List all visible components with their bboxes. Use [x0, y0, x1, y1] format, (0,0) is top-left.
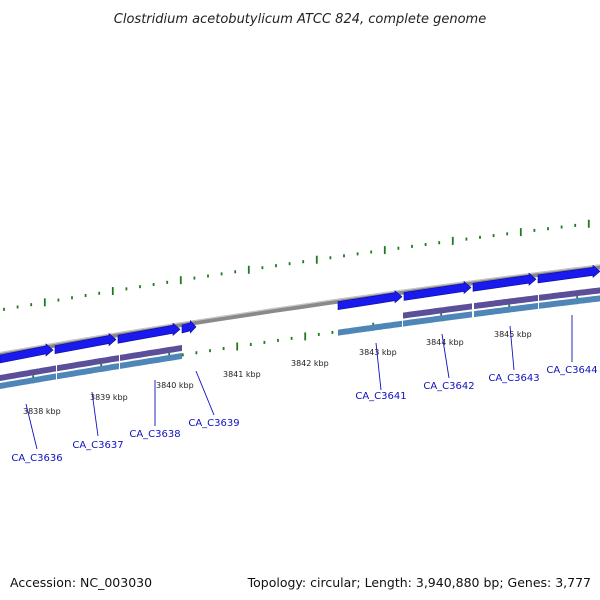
gene-segment	[539, 287, 600, 301]
feature-tracks	[0, 264, 600, 389]
tick-label: 3845 kbp	[494, 330, 532, 339]
tick-label: 3840 kbp	[156, 381, 194, 390]
feature-segment	[57, 363, 119, 380]
gene-label[interactable]: CA_C3636	[11, 453, 62, 464]
tick-label: 3844 kbp	[426, 338, 464, 347]
summary-text: Topology: circular; Length: 3,940,880 bp…	[247, 575, 591, 590]
gene-segment	[0, 365, 56, 381]
cds-arrow	[117, 322, 181, 344]
gene-leader-line	[195, 370, 215, 416]
tick-label: 3838 kbp	[23, 407, 61, 416]
feature-segment	[120, 353, 182, 369]
tick-label: 3843 kbp	[359, 348, 397, 357]
gene-leader-line	[375, 342, 382, 391]
gene-segment	[57, 355, 119, 372]
gene-segment	[120, 345, 182, 361]
gene-label[interactable]: CA_C3643	[488, 373, 539, 384]
feature-segment	[338, 320, 402, 336]
gene-labels: 3838 kbp 3839 kbp 3840 kbp 3841 kbp 3842 kbp…	[11, 315, 598, 464]
feature-segment	[539, 295, 600, 309]
gene-label[interactable]: CA_C3644	[546, 365, 597, 376]
gene-label[interactable]: CA_C3641	[355, 391, 406, 402]
tick-label: 3841 kbp	[223, 370, 261, 379]
cds-arrow	[537, 264, 600, 284]
gene-leader-line	[91, 391, 99, 437]
cds-arrow	[181, 320, 197, 334]
gene-leader-line	[509, 325, 515, 371]
tick-label: 3839 kbp	[90, 393, 128, 402]
cds-arrow	[54, 332, 117, 354]
cds-arrow	[403, 280, 472, 301]
gene-leader-line	[25, 403, 38, 450]
gene-label[interactable]: CA_C3638	[129, 429, 180, 440]
cds-arrow	[0, 343, 54, 364]
cds-arrow	[337, 290, 403, 311]
cds-arrow	[472, 272, 537, 292]
gene-leader-line	[441, 333, 450, 379]
gene-segment	[403, 303, 472, 319]
tick-label: 3842 kbp	[291, 359, 329, 368]
feature-segment	[474, 303, 538, 318]
gene-label[interactable]: CA_C3642	[423, 381, 474, 392]
accession-text: Accession: NC_003030	[10, 575, 152, 590]
feature-segment	[0, 373, 56, 389]
map-title: Clostridium acetobutylicum ATCC 824, com…	[114, 12, 486, 27]
gene-label[interactable]: CA_C3639	[188, 418, 239, 429]
feature-segment	[403, 311, 472, 327]
gene-label[interactable]: CA_C3637	[72, 440, 123, 451]
gene-segment	[474, 295, 538, 310]
